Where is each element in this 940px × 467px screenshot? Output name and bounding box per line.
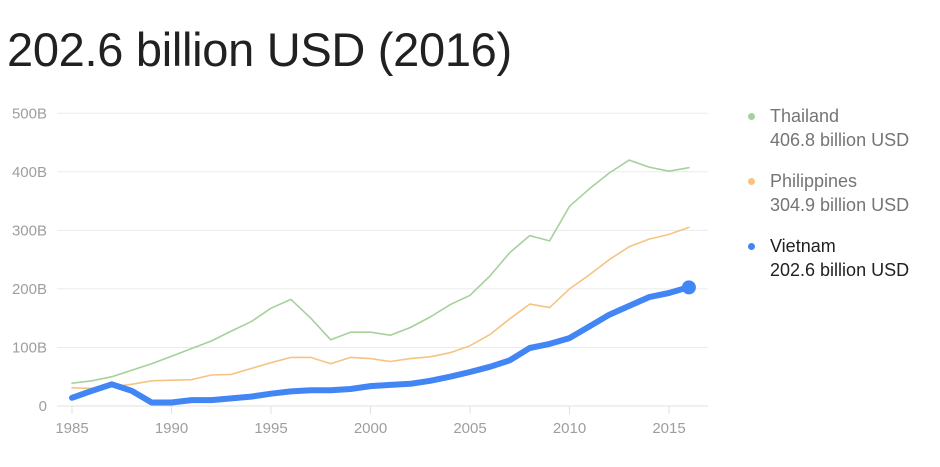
legend-dot-icon (748, 243, 755, 250)
legend-label: Thailand (770, 106, 840, 126)
legend-value: 202.6 billion USD (770, 260, 910, 280)
series-lines[interactable] (69, 159, 692, 406)
page-title: 202.6 billion USD (2016) (7, 23, 512, 76)
x-tick-label: 2000 (354, 420, 387, 437)
legend: Thailand 406.8 billion USD Philippines 3… (748, 104, 938, 299)
legend-item-thailand[interactable]: Thailand 406.8 billion USD (748, 104, 938, 152)
legend-item-vietnam[interactable]: Vietnam 202.6 billion USD (748, 234, 938, 282)
x-tick-label: 1990 (155, 420, 188, 437)
y-tick-label: 0 (39, 398, 47, 415)
legend-label: Vietnam (770, 236, 836, 256)
x-tick-label: 1995 (254, 420, 287, 437)
gridlines (57, 112, 708, 414)
y-axis: 0 100B 200B 300B 400B 500B (12, 105, 47, 415)
x-tick-label: 2010 (553, 420, 586, 437)
x-tick-label: 2015 (652, 420, 685, 437)
legend-dot-icon (748, 178, 755, 185)
x-axis: 1985 1990 1995 2000 2005 2010 2015 (55, 420, 685, 437)
legend-dot-icon (748, 113, 755, 120)
y-tick-label: 400B (12, 164, 47, 181)
series-line-vietnam[interactable] (69, 284, 692, 406)
series-line-philippines[interactable] (71, 226, 690, 390)
legend-label: Philippines (770, 171, 858, 191)
y-tick-label: 200B (12, 281, 47, 298)
legend-value: 304.9 billion USD (770, 195, 910, 215)
legend-item-philippines[interactable]: Philippines 304.9 billion USD (748, 169, 938, 217)
x-tick-label: 1985 (55, 420, 88, 437)
x-tick-label: 2005 (453, 420, 486, 437)
y-tick-label: 100B (12, 339, 47, 356)
y-tick-label: 300B (12, 222, 47, 239)
y-tick-label: 500B (12, 105, 47, 122)
series-line-thailand[interactable] (71, 159, 690, 385)
highlight-point[interactable] (681, 280, 696, 295)
legend-value: 406.8 billion USD (770, 130, 910, 150)
